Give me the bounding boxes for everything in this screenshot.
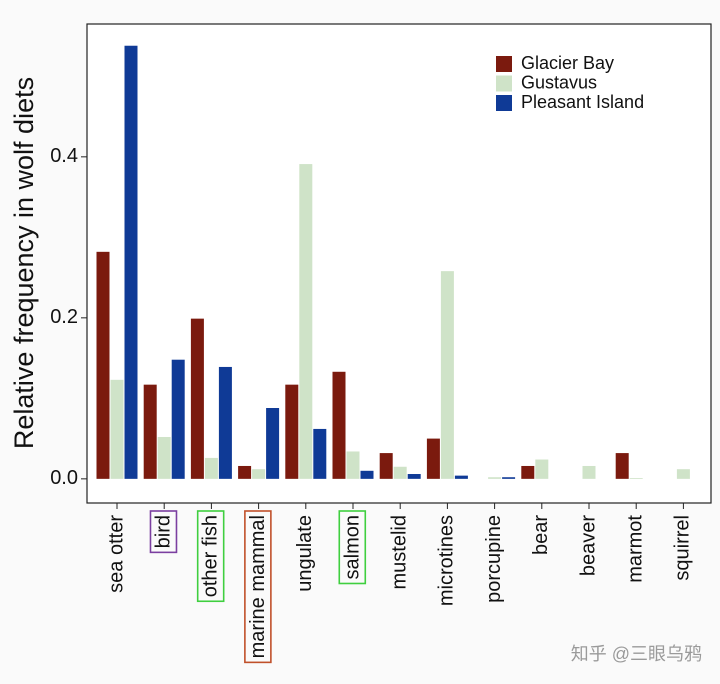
legend-label: Glacier Bay <box>521 53 614 73</box>
label-box <box>338 510 367 585</box>
label-box <box>244 510 272 664</box>
bar <box>218 366 232 479</box>
bar <box>535 459 549 479</box>
bar <box>676 469 690 479</box>
legend-label: Gustavus <box>521 72 597 92</box>
bar <box>266 408 280 479</box>
bar <box>124 45 138 479</box>
bar <box>252 469 266 479</box>
bar <box>379 453 393 479</box>
legend-swatch <box>496 56 512 72</box>
bar <box>360 470 374 479</box>
bar <box>238 465 252 479</box>
bar <box>629 478 643 479</box>
x-tick-label: ungulate <box>294 515 316 592</box>
bar <box>426 438 440 479</box>
bar <box>157 436 171 479</box>
bar <box>285 384 299 479</box>
legend-label: Pleasant Island <box>521 92 644 112</box>
label-box <box>149 510 178 554</box>
y-axis-label: Relative frequency in wolf diets <box>9 77 39 449</box>
bar <box>313 428 327 479</box>
bar <box>171 359 185 479</box>
x-tick-label: sea otter <box>105 515 127 593</box>
bar <box>96 251 110 479</box>
y-tick-label: 0.4 <box>50 145 78 167</box>
bar <box>502 477 516 479</box>
bar <box>440 271 454 479</box>
bar <box>110 379 124 479</box>
bar <box>332 371 346 479</box>
x-tick-label: marine mammal <box>247 515 269 658</box>
bar <box>393 466 407 479</box>
watermark: 知乎 @三眼乌鸦 <box>571 644 702 664</box>
bar <box>615 453 629 479</box>
x-tick-label: beaver <box>577 515 599 576</box>
x-tick-label: salmon <box>341 515 363 579</box>
label-box <box>196 510 225 603</box>
bar <box>346 451 360 479</box>
x-tick-label: microtines <box>436 515 458 606</box>
bar <box>190 318 204 479</box>
bar <box>204 457 218 479</box>
bar <box>407 474 421 479</box>
bar <box>299 164 313 479</box>
x-tick-label: bird <box>152 515 174 548</box>
x-tick-label: squirrel <box>672 515 694 581</box>
x-tick-label: bear <box>530 515 552 555</box>
bar <box>143 384 157 479</box>
x-tick-label: marmot <box>624 515 646 583</box>
bar <box>488 477 502 479</box>
legend-swatch <box>496 95 512 111</box>
x-tick-label: mustelid <box>388 515 410 589</box>
y-tick-label: 0.2 <box>50 306 78 328</box>
x-tick-label: other fish <box>200 515 222 597</box>
bar <box>454 475 468 479</box>
y-tick-label: 0.0 <box>50 467 78 489</box>
x-tick-label: porcupine <box>483 515 505 603</box>
legend-swatch <box>496 75 512 92</box>
bar <box>582 465 596 479</box>
bar <box>521 465 535 479</box>
